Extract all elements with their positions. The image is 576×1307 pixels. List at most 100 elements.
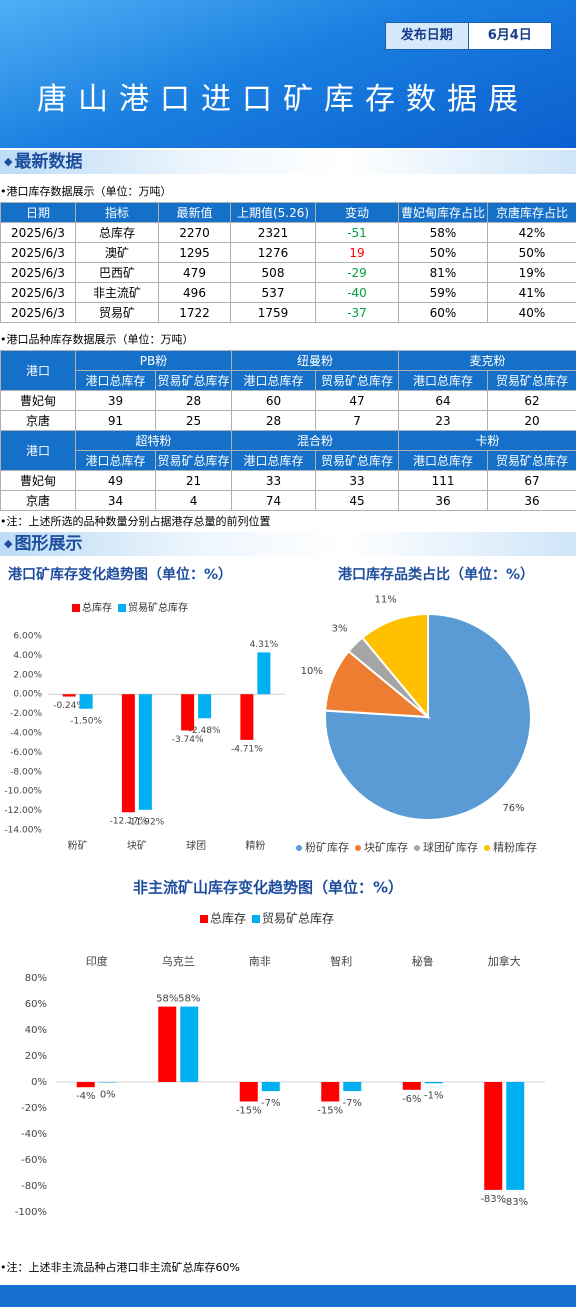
- group-header: PB粉: [74, 350, 233, 371]
- y-tick-label: 0%: [31, 1077, 47, 1088]
- value-label: 11%: [375, 594, 397, 605]
- bar: [261, 1082, 280, 1092]
- bar: [343, 1082, 362, 1092]
- legend-swatch: [296, 845, 302, 851]
- legend-label: 总库存: [82, 601, 112, 614]
- legend-swatch: [118, 604, 126, 612]
- x-tick-label: 智利: [330, 954, 352, 968]
- cell: 40%: [487, 302, 576, 323]
- group-header: 超特粉: [74, 430, 233, 451]
- value-label: -83%: [502, 1197, 528, 1208]
- y-tick-label: -4.00%: [10, 729, 42, 739]
- chart-title: 港口矿库存变化趋势图（单位：%）: [8, 566, 232, 583]
- value-label: -4.71%: [231, 744, 263, 754]
- x-tick-label: 精粉: [245, 839, 265, 852]
- y-tick-label: 60%: [25, 999, 47, 1010]
- sub-header: 港口总库存: [231, 370, 317, 391]
- date-label: 发布日期: [386, 23, 468, 49]
- legend-swatch: [484, 845, 490, 851]
- port-header: 港口: [0, 350, 76, 391]
- cell: 1722: [158, 302, 231, 323]
- cell: 67: [487, 470, 576, 491]
- legend-swatch: [200, 915, 208, 923]
- bar: [76, 1082, 95, 1088]
- y-tick-label: -2.00%: [10, 709, 42, 719]
- bar: [239, 1082, 258, 1102]
- y-tick-label: 20%: [25, 1051, 47, 1062]
- y-tick-label: -12.00%: [4, 806, 42, 816]
- value-label: -2.48%: [189, 726, 221, 736]
- footer-bar: [0, 1285, 576, 1307]
- y-tick-label: -14.00%: [4, 826, 42, 836]
- note: 注：上述所选的品种数量分别占据港存总量的前列位置: [0, 513, 271, 529]
- cell: -40: [315, 282, 399, 303]
- cell: 62: [487, 390, 576, 411]
- row: 2025/6/3 总库存 2270 2321 -51 58% 42%: [0, 222, 576, 243]
- bar: [506, 1082, 525, 1190]
- row: 京唐 91 25 28 7 23 20: [0, 410, 576, 431]
- x-tick-label: 球团: [186, 839, 206, 852]
- cell: 74: [231, 490, 317, 511]
- legend-label: 块矿库存: [364, 840, 408, 854]
- x-tick-label: 南非: [249, 955, 271, 968]
- section-title: 最新数据: [0, 150, 576, 174]
- value-label: 0%: [100, 1090, 116, 1101]
- variety-table: 港口 PB粉 纽曼粉 麦克粉 港口总库存 贸易矿总库存 港口总库存 贸易矿总库存 港口总库存 贸易…: [0, 350, 576, 511]
- cell: 41%: [487, 282, 576, 303]
- column-header: 曹妃甸库存占比: [398, 202, 488, 223]
- value-label: 4.31%: [250, 640, 279, 650]
- table-caption: 港口库存数据展示（单位：万吨）: [0, 183, 172, 199]
- value-label: -3.74%: [172, 735, 204, 745]
- table-caption: 港口品种库存数据展示（单位：万吨）: [0, 331, 194, 347]
- column-header: 日期: [0, 202, 76, 223]
- y-tick-label: 4.00%: [13, 651, 42, 661]
- y-tick-label: 2.00%: [13, 670, 42, 680]
- value-label: -12.17%: [110, 817, 148, 827]
- group-row: 港口 PB粉 纽曼粉 麦克粉: [0, 350, 576, 391]
- value-label: -83%: [480, 1194, 506, 1205]
- bar: [257, 652, 271, 695]
- cell: 36: [398, 490, 489, 511]
- y-tick-label: -6.00%: [10, 748, 42, 758]
- bar: [484, 1082, 503, 1190]
- cell: 曹妃甸: [0, 470, 76, 491]
- value-label: -4%: [76, 1091, 95, 1102]
- cell: 81%: [398, 262, 488, 283]
- value-label: -0.24%: [53, 701, 85, 711]
- cell: 京唐: [0, 490, 76, 511]
- value-label: -7%: [343, 1098, 362, 1109]
- cell: 贸易矿: [75, 302, 159, 323]
- date: 6月4日: [467, 23, 552, 49]
- sub-header: 港口总库存: [75, 370, 156, 391]
- title: 唐山港口进口矿库存数据展: [37, 82, 529, 117]
- bar: [181, 694, 195, 731]
- cell: 91: [75, 410, 156, 431]
- legend-label: 粉矿库存: [305, 840, 349, 854]
- y-tick-label: -40%: [21, 1129, 47, 1140]
- x-tick-label: 秘鲁: [412, 954, 434, 968]
- cell: 1295: [158, 242, 231, 263]
- cell: 45: [315, 490, 400, 511]
- y-tick-label: 80%: [25, 973, 47, 984]
- sub-header: 贸易矿总库存: [154, 370, 233, 391]
- value-label: -1.50%: [70, 716, 102, 726]
- cell: 2025/6/3: [0, 302, 76, 323]
- sub-header: 贸易矿总库存: [487, 370, 576, 391]
- cell: 28: [154, 390, 233, 411]
- section-title: 图形展示: [0, 532, 576, 556]
- bar: [138, 694, 152, 810]
- row: 2025/6/3 贸易矿 1722 1759 -37 60% 40%: [0, 302, 576, 323]
- sub-header-row: 港口总库存 贸易矿总库存 港口总库存 贸易矿总库存 港口总库存 贸易矿总库存: [1, 370, 576, 391]
- x-tick-label: 印度: [86, 954, 108, 968]
- bar: [98, 1082, 117, 1083]
- bar: [79, 694, 93, 709]
- y-tick-label: 0.00%: [13, 690, 42, 700]
- legend-label: 精粉库存: [493, 840, 537, 854]
- legend-swatch: [252, 915, 260, 923]
- sub-header: 贸易矿总库存: [154, 450, 233, 471]
- y-tick-label: -10.00%: [4, 787, 42, 797]
- value-label: 3%: [332, 624, 348, 635]
- value-label: -11.92%: [127, 817, 165, 827]
- note: 注：上述非主流品种占港口非主流矿总库存60%: [0, 1259, 240, 1275]
